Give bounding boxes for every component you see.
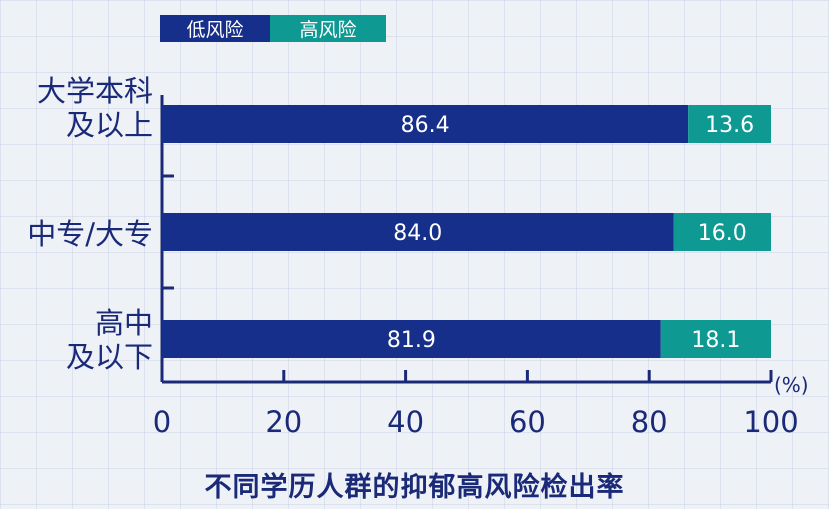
x-tick-label-40: 40	[387, 405, 424, 439]
legend-label-low-risk: 低风险	[186, 19, 244, 41]
bar-low-2	[162, 320, 661, 358]
bar-high-1	[673, 213, 771, 251]
bar-high-2	[660, 320, 771, 358]
category-label-university: 大学本科 及以上	[36, 74, 153, 142]
bar-label-high-1: 16.0	[698, 221, 747, 246]
unit-label: (%)	[774, 373, 809, 397]
bar-low-0	[162, 105, 689, 143]
legend-item-low-risk: 低风险	[160, 15, 270, 42]
x-tick-label-0: 0	[153, 405, 171, 439]
bar-label-high-0: 13.6	[705, 113, 754, 138]
x-tick-label-80: 80	[631, 405, 668, 439]
x-tick-label-100: 100	[743, 405, 798, 439]
category-label-highschool: 高中 及以下	[65, 306, 153, 374]
bar-label-low-2: 81.9	[387, 328, 436, 353]
x-tick-label-20: 20	[265, 405, 302, 439]
x-tick-label-60: 60	[509, 405, 546, 439]
legend-item-high-risk: 高风险	[270, 15, 386, 42]
legend-label-high-risk: 高风险	[299, 19, 357, 41]
bar-high-0	[688, 105, 771, 143]
bar-label-high-2: 18.1	[691, 328, 740, 353]
bar-label-low-1: 84.0	[393, 221, 442, 246]
bar-low-1	[162, 213, 674, 251]
category-label-college: 中专/大专	[27, 217, 153, 251]
bar-label-low-0: 86.4	[401, 113, 450, 138]
chart-title: 不同学历人群的抑郁高风险检出率	[204, 472, 625, 503]
